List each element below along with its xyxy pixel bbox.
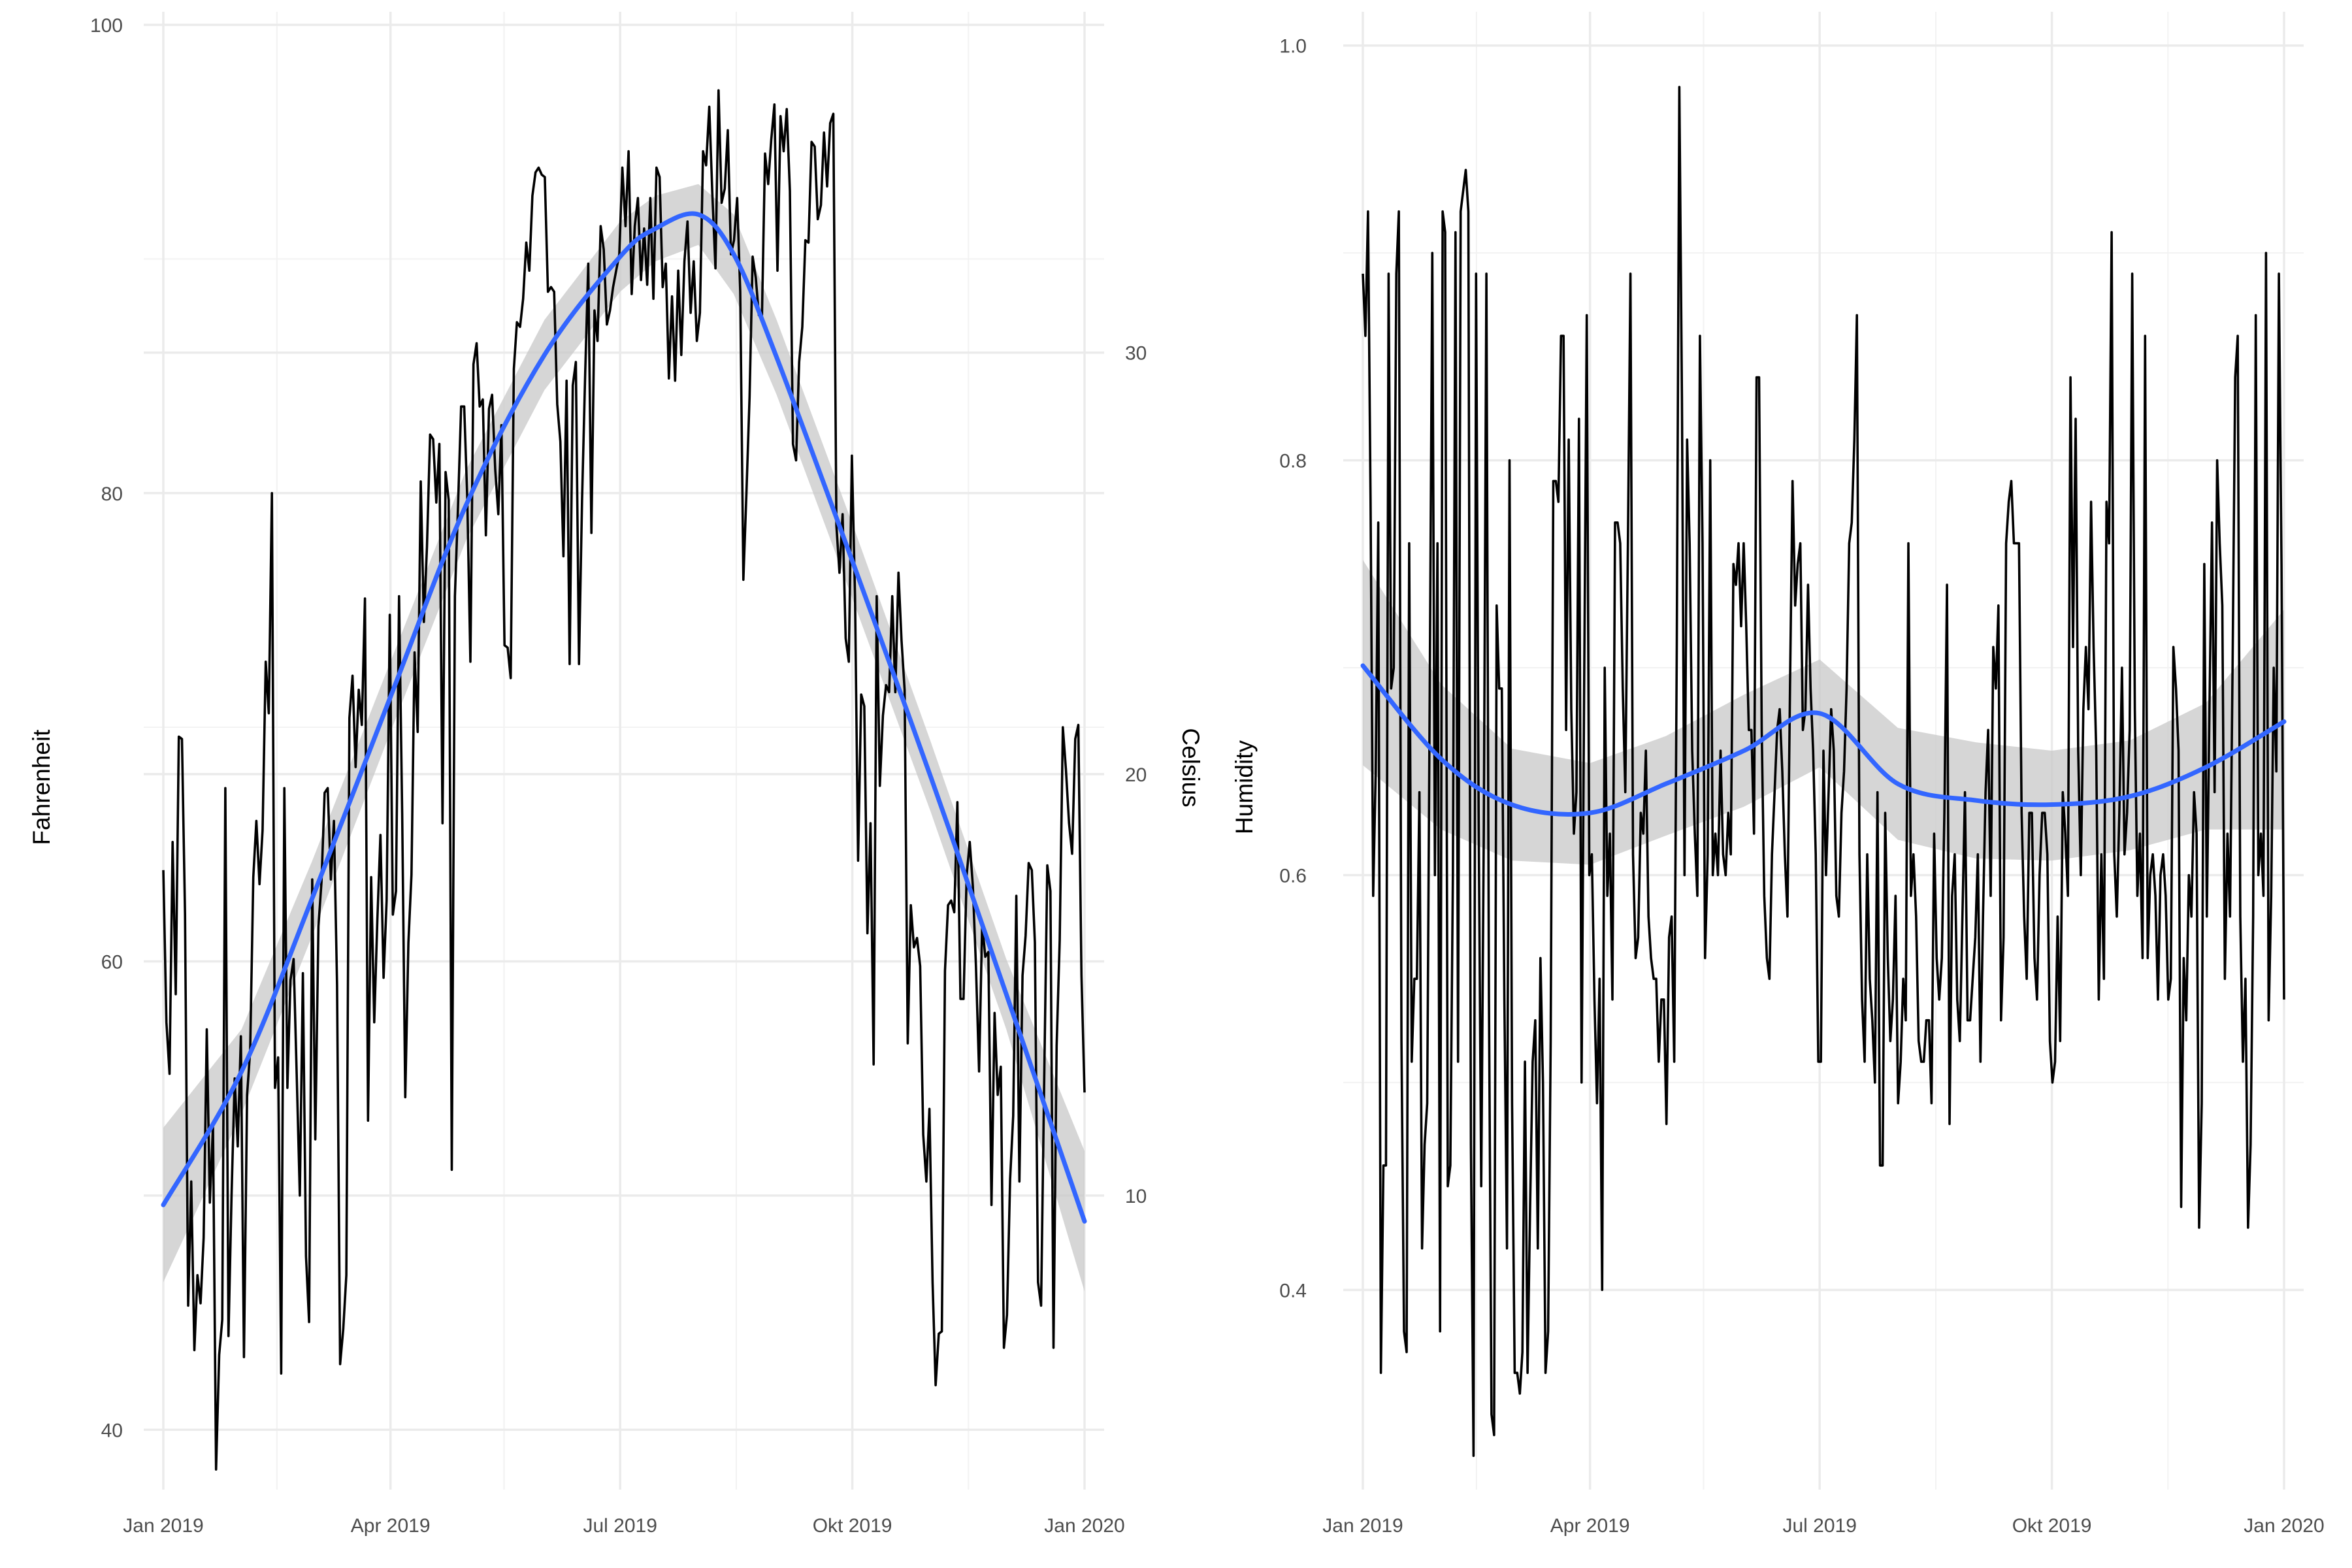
smooth-trend-line xyxy=(1360,663,2287,817)
y-tick-label: 1.0 xyxy=(1279,36,1307,57)
x-tick-label: Jan 2019 xyxy=(1322,1515,1403,1537)
celsius-tick-label: 20 xyxy=(1125,764,1147,786)
y-tick-label: 40 xyxy=(101,1420,123,1441)
y-tick-label: 80 xyxy=(101,483,123,505)
x-tick-label: Apr 2019 xyxy=(1550,1515,1630,1537)
x-tick-label: Jan 2019 xyxy=(123,1515,203,1537)
celsius-tick-label: 30 xyxy=(1125,343,1147,365)
temperature-panel: Jan 2019 Apr 2019 Jul 2019 Okt 2019 Jan 2020… xyxy=(90,12,1147,1537)
humidity-axis-label: Humidity xyxy=(1231,740,1258,834)
x-tick-label: Jul 2019 xyxy=(1782,1515,1856,1537)
x-tick-label: Jan 2020 xyxy=(1044,1515,1124,1537)
x-tick-label: Okt 2019 xyxy=(813,1515,892,1537)
celsius-axis-label: Celsius xyxy=(1177,728,1204,807)
smooth-trend-line xyxy=(161,211,1087,1224)
y-tick-label: 0.6 xyxy=(1279,865,1307,887)
humidity-panel: Jan 2019 Apr 2019 Jul 2019 Okt 2019 Jan 2020… xyxy=(1279,12,2325,1537)
x-tick-label: Apr 2019 xyxy=(351,1515,431,1537)
x-tick-label: Jan 2020 xyxy=(2244,1515,2324,1537)
y-tick-label: 100 xyxy=(90,15,123,37)
x-tick-label: Okt 2019 xyxy=(2012,1515,2092,1537)
fahrenheit-axis-label: Fahrenheit xyxy=(28,729,55,845)
x-tick-label: Jul 2019 xyxy=(583,1515,657,1537)
raw-series-line xyxy=(162,89,1086,1471)
y-tick-label: 60 xyxy=(101,952,123,973)
raw-series-line xyxy=(1362,86,2285,1458)
y-tick-label: 0.4 xyxy=(1279,1280,1307,1301)
celsius-tick-label: 10 xyxy=(1125,1186,1147,1207)
y-tick-label: 0.8 xyxy=(1279,451,1307,472)
